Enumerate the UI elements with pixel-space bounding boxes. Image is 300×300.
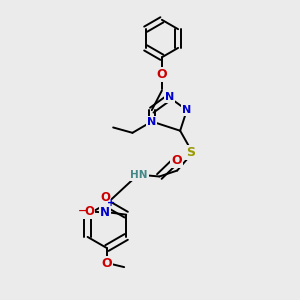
Text: −: − <box>78 206 88 216</box>
Text: N: N <box>165 92 174 102</box>
Text: N: N <box>100 206 110 219</box>
Text: O: O <box>100 191 110 204</box>
Text: N: N <box>182 105 191 115</box>
Text: +: + <box>107 198 116 208</box>
Text: S: S <box>186 146 195 159</box>
Text: HN: HN <box>130 170 148 180</box>
Text: O: O <box>102 257 112 270</box>
Text: O: O <box>157 68 167 81</box>
Text: N: N <box>147 116 156 127</box>
Text: O: O <box>171 154 181 167</box>
Text: O: O <box>84 205 94 218</box>
